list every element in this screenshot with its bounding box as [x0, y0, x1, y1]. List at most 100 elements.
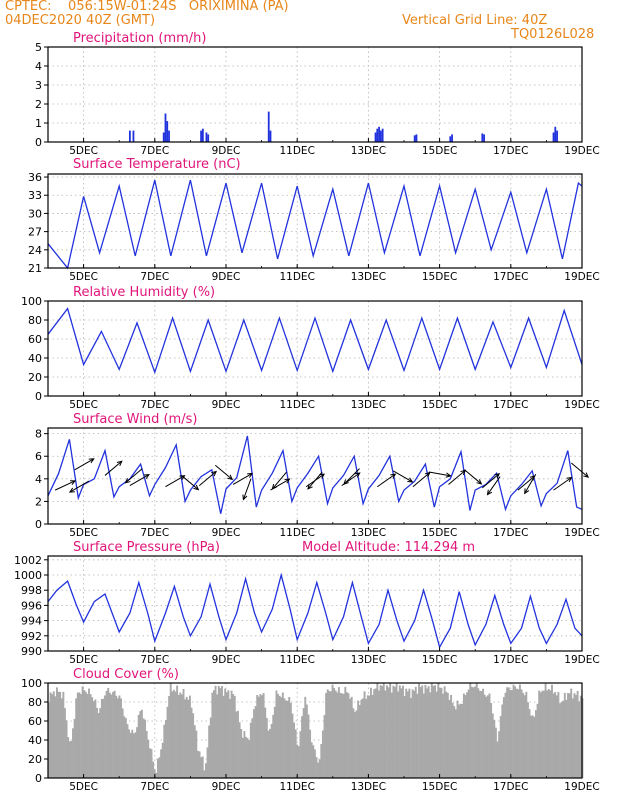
wind-arrow-head [486, 489, 493, 496]
y-tick-label: 100 [21, 295, 42, 308]
cloud-bar [469, 683, 472, 778]
cloud-bar [75, 698, 78, 778]
wind-arrow-shaft [517, 475, 536, 491]
x-tick-label: 11DEC [279, 781, 314, 793]
y-tick-label: 990 [21, 645, 42, 658]
x-tick-label: 19DEC [564, 654, 599, 666]
x-tick-label: 11DEC [279, 399, 314, 411]
cloud-bar [342, 693, 345, 778]
cloud-bar [225, 692, 228, 778]
cloud-bar [565, 699, 568, 778]
cloud-bar [248, 740, 251, 778]
cloud-bar [219, 688, 222, 778]
cloud-bar [337, 687, 340, 778]
precip-bar [128, 130, 131, 142]
y-tick-label: 998 [21, 584, 42, 597]
pressure-line [47, 572, 583, 649]
cloud-bar [169, 683, 172, 778]
cloud-bar [514, 686, 517, 778]
wind-arrow-shaft [198, 471, 217, 486]
wind-arrow-shaft [214, 464, 233, 480]
cloud-bar [261, 695, 263, 778]
cloud-bar [80, 694, 82, 778]
cloud-bar [426, 688, 428, 778]
wind-arrow-head [307, 483, 313, 490]
cloud-bar [350, 696, 353, 778]
cloud-bar [361, 698, 364, 778]
cloud-bar [485, 696, 488, 778]
cloud-bar [312, 745, 315, 778]
y-tick-label: 0 [35, 390, 42, 403]
cloud-bar [142, 718, 145, 778]
cloud-bar [73, 718, 76, 778]
cloud-bar [222, 695, 225, 778]
cloud-bar [123, 716, 126, 778]
y-tick-label: 80 [28, 314, 42, 327]
cloud-bar [509, 689, 512, 778]
cloud-bar [211, 692, 214, 778]
cloud-bar [480, 691, 483, 778]
x-tick-label: 9DEC [212, 399, 241, 411]
cloud-bar [541, 690, 544, 778]
cloud-frame [47, 682, 583, 779]
cloud-bar [62, 691, 65, 778]
cloud-bar [91, 697, 94, 778]
cloud-bar [478, 690, 481, 778]
wind-arrow-head [476, 479, 483, 485]
cloud-bar [70, 740, 73, 778]
cloud-bar [164, 719, 167, 778]
cloud-bar [221, 686, 223, 778]
x-tick-label: 7DEC [140, 399, 169, 411]
wind-arrow-head [227, 474, 234, 481]
model-code: TQ0126L028 [511, 27, 595, 42]
cloud-bar [259, 694, 262, 778]
cloud-bar [328, 691, 331, 778]
cloud-bar [254, 706, 257, 778]
cloud-bar [145, 730, 148, 778]
x-tick-label: 15DEC [422, 781, 457, 793]
cloud-bar [381, 685, 384, 778]
cloud-bar [238, 722, 241, 778]
wind-arrow-head [566, 476, 573, 483]
wind-title: Surface Wind (m/s) [73, 412, 197, 427]
wind-arrow-head [343, 479, 349, 486]
x-tick-label: 7DEC [140, 271, 169, 283]
cloud-bar [65, 720, 68, 778]
cloud-bar [378, 690, 380, 778]
cloud-bar [560, 701, 563, 778]
x-tick-label: 5DEC [69, 527, 98, 539]
y-tick-label: 20 [28, 753, 42, 766]
wind-arrow-shaft [74, 458, 95, 471]
cloud-bar [305, 704, 308, 778]
cloud-bar [334, 690, 337, 778]
cloud-bar [68, 741, 71, 778]
cloud-bar [81, 686, 84, 778]
y-tick-label: 36 [28, 171, 42, 184]
cloud-bar [414, 686, 417, 778]
y-tick-label: 30 [28, 207, 42, 220]
cloud-bar [187, 699, 190, 778]
cloud-bar [424, 684, 427, 778]
cloud-bar [419, 687, 422, 778]
cloud-bar [67, 737, 70, 778]
cloud-bar [156, 758, 159, 778]
x-tick-label: 17DEC [493, 527, 528, 539]
cloud-bar [166, 706, 169, 778]
model-altitude-label: Model Altitude: 114.294 m [302, 540, 475, 555]
cloud-bar [128, 729, 131, 778]
wind-arrow-head [407, 477, 414, 483]
cloud-bar [78, 692, 81, 778]
cloud-bar [434, 685, 436, 778]
cloud-bar [86, 693, 89, 778]
x-tick-label: 19DEC [564, 781, 599, 793]
wind-arrow-shaft [232, 473, 253, 485]
cloud-bar [89, 694, 92, 778]
cloud-bar [366, 695, 369, 778]
cloud-bar [406, 691, 409, 778]
cloud-bar [115, 695, 118, 778]
cloud-bar [355, 710, 358, 778]
y-tick-label: 33 [28, 189, 42, 202]
cloud-bar [304, 696, 307, 778]
cloud-bar [267, 730, 270, 778]
cloud-bar [107, 687, 110, 778]
